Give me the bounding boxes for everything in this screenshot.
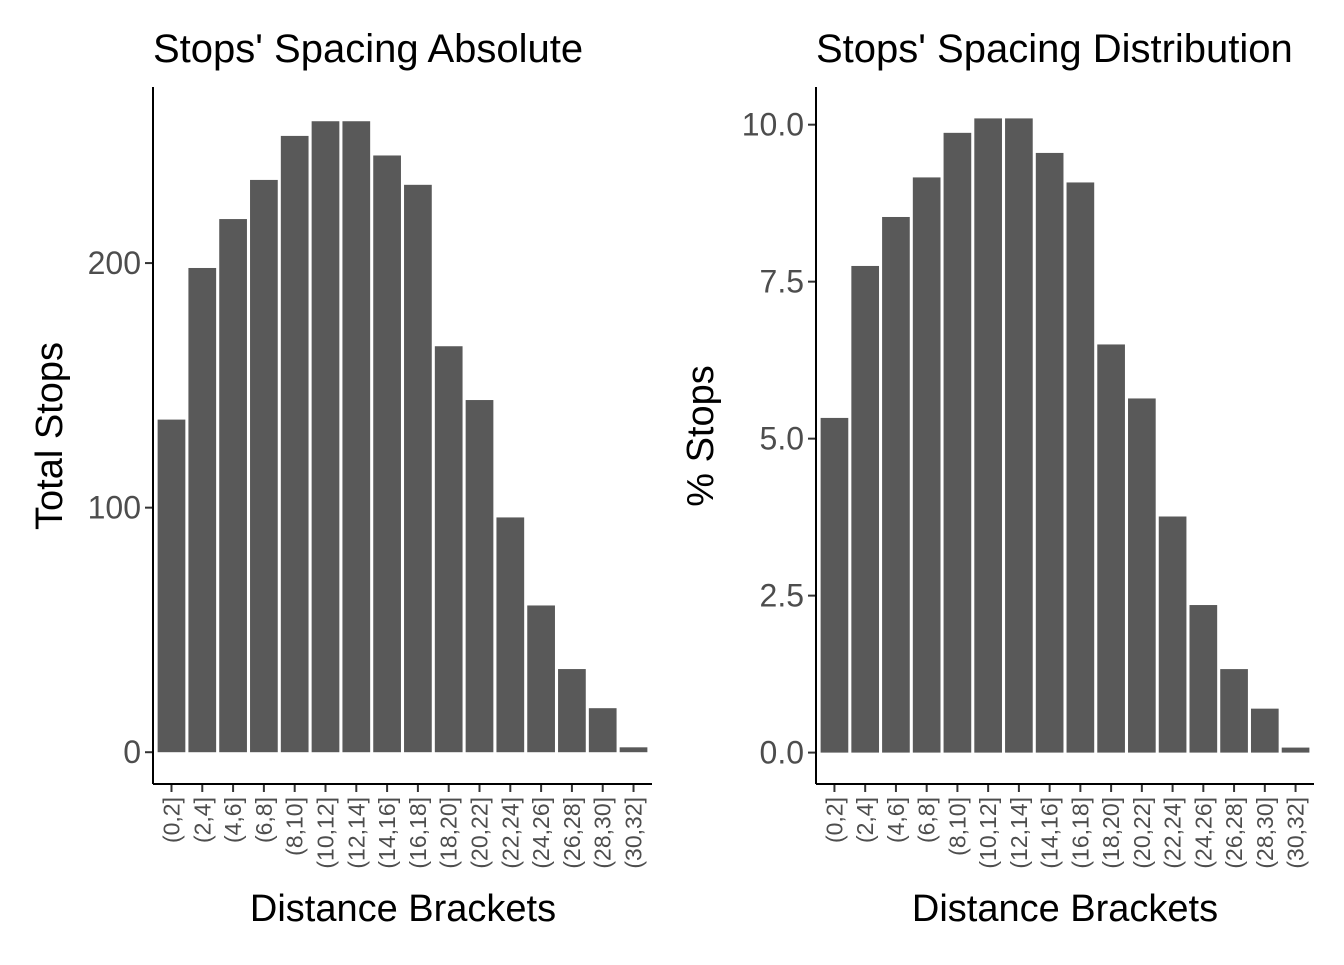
bar-distribution-7 [1035,152,1064,753]
bar-absolute-6 [342,121,371,753]
bar-absolute-0 [157,419,186,753]
y-tick-label-absolute-0: 0 [123,734,141,770]
x-tick-label-absolute-15: (30,32] [621,797,647,869]
x-tick-label-distribution-0: (0,2] [821,797,847,843]
x-tick-label-distribution-14: (28,30] [1252,797,1278,869]
y-axis-title-distribution: % Stops [680,365,722,507]
bar-absolute-8 [404,184,432,753]
bar-distribution-4 [943,132,972,753]
bar-distribution-12 [1189,605,1218,753]
x-tick-label-distribution-15: (30,32] [1283,797,1309,869]
x-tick-label-absolute-0: (0,2] [158,797,184,843]
bar-absolute-9 [434,346,463,753]
bar-distribution-1 [851,265,880,753]
bar-distribution-13 [1220,669,1248,753]
y-tick-label-absolute-1: 100 [88,490,141,526]
x-tick-label-absolute-12: (24,26] [528,797,554,869]
x-tick-label-distribution-7: (14,16] [1037,797,1063,869]
bar-absolute-11 [496,517,525,753]
x-tick-label-distribution-1: (2,4] [852,797,878,843]
bar-distribution-8 [1066,182,1095,753]
bar-absolute-12 [527,605,555,753]
bar-absolute-5 [311,121,340,753]
x-tick-label-distribution-5: (10,12] [975,797,1001,869]
y-tick-label-distribution-4: 10.0 [742,107,804,143]
bar-absolute-10 [465,400,494,753]
y-tick-label-absolute-2: 200 [88,245,141,281]
bar-distribution-14 [1250,708,1279,753]
bar-distribution-10 [1128,398,1156,753]
bar-absolute-7 [373,155,401,753]
bar-distribution-9 [1097,344,1125,753]
x-tick-label-absolute-8: (16,18] [405,797,431,869]
bar-absolute-3 [250,179,278,753]
bars-distribution [820,118,1310,753]
y-tick-label-distribution-3: 7.5 [760,264,804,300]
chart-title-distribution: Stops' Spacing Distribution [816,27,1293,71]
x-axis-title-distribution: Distance Brackets [912,888,1218,930]
x-tick-label-absolute-13: (26,28] [559,797,585,869]
x-tick-label-distribution-2: (4,6] [883,797,909,843]
x-tick-label-absolute-5: (10,12] [312,797,338,869]
x-tick-label-absolute-7: (14,16] [374,797,400,869]
x-tick-label-distribution-13: (26,28] [1221,797,1247,869]
y-tick-label-distribution-2: 5.0 [760,421,804,457]
bar-absolute-15 [619,747,648,753]
x-tick-label-absolute-6: (12,14] [343,797,369,869]
x-axis-title-absolute: Distance Brackets [250,888,556,930]
bar-absolute-14 [588,708,617,753]
bar-distribution-3 [912,177,941,753]
x-tick-label-absolute-1: (2,4] [189,797,215,843]
x-tick-label-absolute-11: (22,24] [497,797,523,869]
panel-distribution: Stops' Spacing Distribution % Stops Dist… [680,27,1314,930]
bar-distribution-15 [1281,747,1310,753]
x-tick-label-distribution-3: (6,8] [914,797,940,843]
chart-title-absolute: Stops' Spacing Absolute [153,27,583,71]
x-ticks-distribution: (0,2] (2,4] (4,6] (6,8] (8,10] (10,12] (12,14]… [821,784,1309,869]
panel-absolute: Stops' Spacing Absolute Total Stops Dist… [29,27,652,930]
bar-absolute-4 [280,135,309,753]
x-tick-label-absolute-4: (8,10] [282,797,308,856]
bar-absolute-1 [188,267,217,753]
bar-distribution-5 [974,118,1002,753]
x-tick-label-absolute-14: (28,30] [590,797,616,869]
x-ticks-absolute: (0,2] (2,4] (4,6] (6,8] (8,10] (10,12] (12,14]… [158,784,647,869]
x-tick-label-absolute-10: (20,22] [467,797,493,869]
bar-distribution-11 [1158,516,1187,753]
x-tick-label-distribution-8: (16,18] [1067,797,1093,869]
bar-absolute-13 [558,669,586,753]
y-axis-title-absolute: Total Stops [29,342,71,530]
x-tick-label-absolute-2: (4,6] [220,797,246,843]
bar-distribution-6 [1005,118,1033,753]
bars-absolute [157,121,648,753]
y-ticks-absolute: 0 100 200 [88,245,153,770]
x-tick-label-distribution-6: (12,14] [1006,797,1032,869]
x-tick-label-distribution-10: (20,22] [1129,797,1155,869]
x-tick-label-absolute-3: (6,8] [251,797,277,843]
bar-distribution-2 [882,216,910,753]
x-tick-label-distribution-12: (24,26] [1190,797,1216,869]
y-ticks-distribution: 0.0 2.5 5.0 7.5 10.0 [742,107,816,771]
x-tick-label-absolute-9: (18,20] [436,797,462,869]
x-tick-label-distribution-4: (8,10] [944,797,970,856]
bar-distribution-0 [820,417,849,753]
y-tick-label-distribution-1: 2.5 [760,578,804,614]
x-tick-label-distribution-11: (22,24] [1160,797,1186,869]
y-tick-label-distribution-0: 0.0 [760,735,804,771]
bar-absolute-2 [219,219,247,753]
x-tick-label-distribution-9: (18,20] [1098,797,1124,869]
